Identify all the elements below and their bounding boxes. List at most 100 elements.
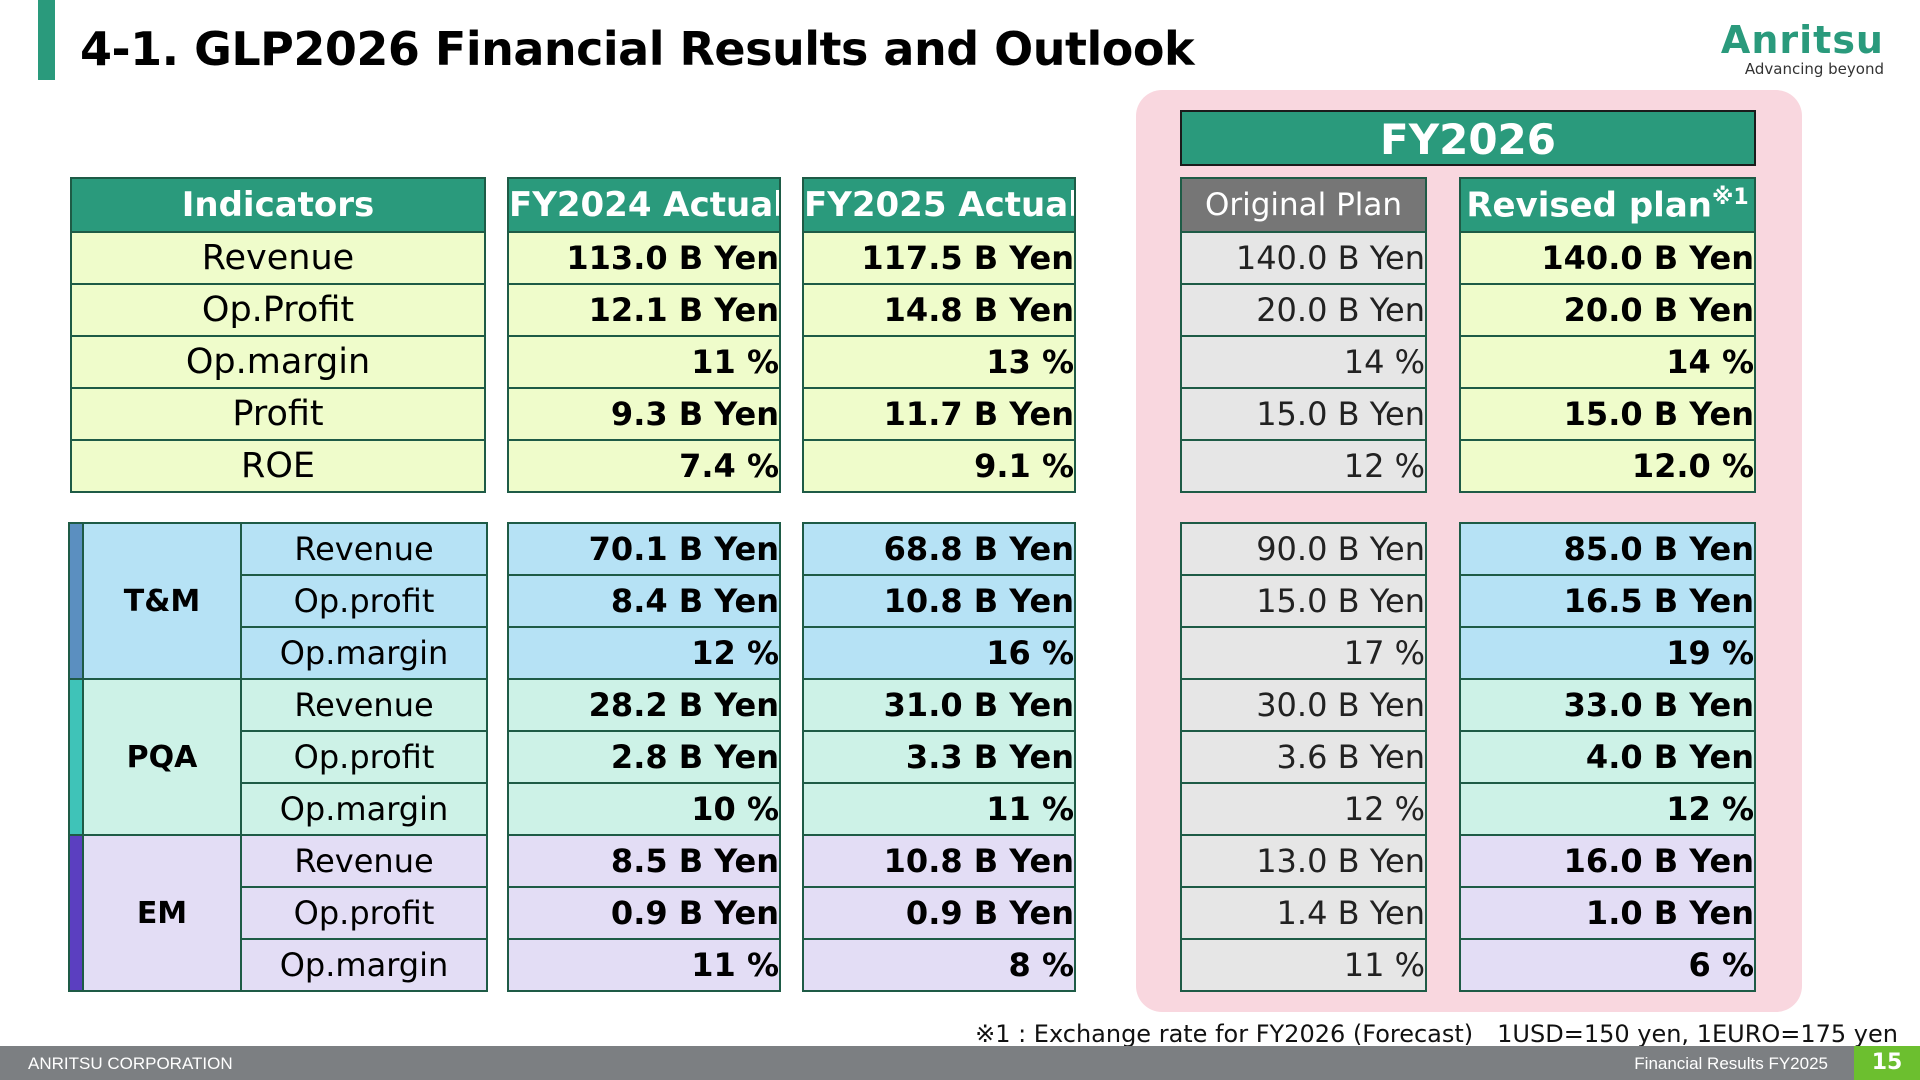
em-op-margin-label: Op.margin: [240, 938, 488, 992]
fy2024-pqa-op-margin: 10 %: [507, 782, 781, 836]
pqa-stripe: [68, 678, 84, 836]
indicator-op-profit: Op.Profit: [70, 283, 486, 337]
fy2024-table: FY2024 Actual 113.0 B Yen 12.1 B Yen 11 …: [507, 177, 781, 493]
em-op-profit-label: Op.profit: [240, 886, 488, 940]
segment-pqa: PQA: [82, 678, 242, 836]
revised-profit: 15.0 B Yen: [1459, 387, 1756, 441]
fy2024-em-revenue: 8.5 B Yen: [507, 834, 781, 888]
original-roe: 12 %: [1180, 439, 1427, 493]
fy2025-op-profit: 14.8 B Yen: [802, 283, 1076, 337]
tm-revenue-label: Revenue: [240, 522, 488, 576]
fy2025-table: FY2025 Actual 117.5 B Yen 14.8 B Yen 13 …: [802, 177, 1076, 493]
exchange-rate-note: ※1 : Exchange rate for FY2026 (Forecast)…: [975, 1020, 1898, 1048]
revised-tm-revenue: 85.0 B Yen: [1459, 522, 1756, 576]
fy2025-pqa-op-margin: 11 %: [802, 782, 1076, 836]
revised-em-op-profit: 1.0 B Yen: [1459, 886, 1756, 940]
original-tm-op-margin: 17 %: [1180, 626, 1427, 680]
original-plan-table: Original Plan 140.0 B Yen 20.0 B Yen 14 …: [1180, 177, 1427, 493]
original-op-margin: 14 %: [1180, 335, 1427, 389]
original-tm-op-profit: 15.0 B Yen: [1180, 574, 1427, 628]
revised-pqa-op-profit: 4.0 B Yen: [1459, 730, 1756, 784]
segment-tm: T&M: [82, 522, 242, 680]
fy2024-tm-revenue: 70.1 B Yen: [507, 522, 781, 576]
revised-plan-label: Revised plan: [1466, 185, 1712, 226]
fy2024-pqa-op-profit: 2.8 B Yen: [507, 730, 781, 784]
em-revenue-label: Revenue: [240, 834, 488, 888]
fy2024-profit: 9.3 B Yen: [507, 387, 781, 441]
footer-document: Financial Results FY2025: [1634, 1054, 1828, 1073]
em-stripe: [68, 834, 84, 992]
fy2025-em-op-profit: 0.9 B Yen: [802, 886, 1076, 940]
tm-op-profit-label: Op.profit: [240, 574, 488, 628]
footer-bar: ANRITSU CORPORATION Financial Results FY…: [0, 1046, 1920, 1080]
segment-table: T&M Revenue Op.profit Op.margin PQA Reve…: [68, 522, 488, 992]
original-tm-revenue: 90.0 B Yen: [1180, 522, 1427, 576]
fy2025-segment-table: 68.8 B Yen 10.8 B Yen 16 % 31.0 B Yen 3.…: [802, 522, 1076, 992]
logo-tagline: Advancing beyond: [1744, 60, 1884, 78]
original-segment-table: 90.0 B Yen 15.0 B Yen 17 % 30.0 B Yen 3.…: [1180, 522, 1427, 992]
fy2026-header: FY2026: [1180, 110, 1756, 166]
revised-pqa-op-margin: 12 %: [1459, 782, 1756, 836]
original-pqa-op-margin: 12 %: [1180, 782, 1427, 836]
fy2024-pqa-revenue: 28.2 B Yen: [507, 678, 781, 732]
fy2025-tm-op-margin: 16 %: [802, 626, 1076, 680]
fy2025-em-op-margin: 8 %: [802, 938, 1076, 992]
fy2024-op-margin: 11 %: [507, 335, 781, 389]
fy2025-em-revenue: 10.8 B Yen: [802, 834, 1076, 888]
original-em-revenue: 13.0 B Yen: [1180, 834, 1427, 888]
fy2025-tm-revenue: 68.8 B Yen: [802, 522, 1076, 576]
fy2024-revenue: 113.0 B Yen: [507, 231, 781, 285]
tm-stripe: [68, 522, 84, 680]
fy2025-roe: 9.1 %: [802, 439, 1076, 493]
indicator-revenue: Revenue: [70, 231, 486, 285]
revised-plan-header: Revised plan※1: [1459, 177, 1756, 233]
fy2025-tm-op-profit: 10.8 B Yen: [802, 574, 1076, 628]
pqa-revenue-label: Revenue: [240, 678, 488, 732]
original-em-op-profit: 1.4 B Yen: [1180, 886, 1427, 940]
fy2024-tm-op-margin: 12 %: [507, 626, 781, 680]
original-pqa-op-profit: 3.6 B Yen: [1180, 730, 1427, 784]
revised-pqa-revenue: 33.0 B Yen: [1459, 678, 1756, 732]
fy2024-tm-op-profit: 8.4 B Yen: [507, 574, 781, 628]
revised-tm-op-margin: 19 %: [1459, 626, 1756, 680]
title-accent-bar: [38, 0, 55, 80]
pqa-op-margin-label: Op.margin: [240, 782, 488, 836]
indicator-roe: ROE: [70, 439, 486, 493]
revised-plan-table: Revised plan※1 140.0 B Yen 20.0 B Yen 14…: [1459, 177, 1756, 493]
revised-roe: 12.0 %: [1459, 439, 1756, 493]
original-revenue: 140.0 B Yen: [1180, 231, 1427, 285]
original-plan-header: Original Plan: [1180, 177, 1427, 233]
revised-segment-table: 85.0 B Yen 16.5 B Yen 19 % 33.0 B Yen 4.…: [1459, 522, 1756, 992]
fy2024-em-op-profit: 0.9 B Yen: [507, 886, 781, 940]
indicator-op-margin: Op.margin: [70, 335, 486, 389]
fy2024-roe: 7.4 %: [507, 439, 781, 493]
revised-em-op-margin: 6 %: [1459, 938, 1756, 992]
tm-op-margin-label: Op.margin: [240, 626, 488, 680]
segment-em: EM: [82, 834, 242, 992]
original-pqa-revenue: 30.0 B Yen: [1180, 678, 1427, 732]
footer-company: ANRITSU CORPORATION: [28, 1054, 233, 1073]
page-title: 4-1. GLP2026 Financial Results and Outlo…: [80, 22, 1195, 76]
revised-op-margin: 14 %: [1459, 335, 1756, 389]
fy2024-op-profit: 12.1 B Yen: [507, 283, 781, 337]
original-profit: 15.0 B Yen: [1180, 387, 1427, 441]
pqa-op-profit-label: Op.profit: [240, 730, 488, 784]
fy2025-profit: 11.7 B Yen: [802, 387, 1076, 441]
revised-em-revenue: 16.0 B Yen: [1459, 834, 1756, 888]
indicators-header: Indicators: [70, 177, 486, 233]
fy2025-pqa-op-profit: 3.3 B Yen: [802, 730, 1076, 784]
original-em-op-margin: 11 %: [1180, 938, 1427, 992]
revised-op-profit: 20.0 B Yen: [1459, 283, 1756, 337]
fy2025-op-margin: 13 %: [802, 335, 1076, 389]
revised-plan-footnote-mark: ※1: [1711, 184, 1749, 210]
logo-wordmark: Anritsu: [1720, 18, 1884, 62]
fy2024-segment-table: 70.1 B Yen 8.4 B Yen 12 % 28.2 B Yen 2.8…: [507, 522, 781, 992]
fy2025-revenue: 117.5 B Yen: [802, 231, 1076, 285]
fy2024-header: FY2024 Actual: [507, 177, 781, 233]
revised-tm-op-profit: 16.5 B Yen: [1459, 574, 1756, 628]
indicator-profit: Profit: [70, 387, 486, 441]
page-number: 15: [1854, 1046, 1920, 1080]
company-logo: Anritsu Advancing beyond: [1721, 20, 1884, 78]
fy2025-pqa-revenue: 31.0 B Yen: [802, 678, 1076, 732]
fy2025-header: FY2025 Actual: [802, 177, 1076, 233]
